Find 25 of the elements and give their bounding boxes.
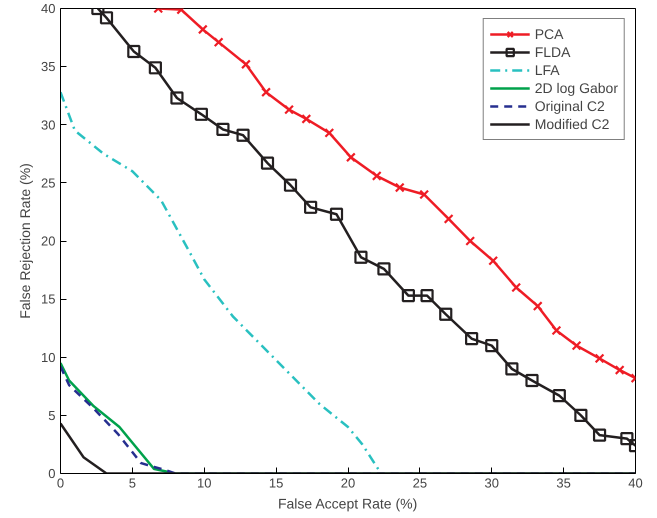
x-tick-label: 40 bbox=[628, 476, 643, 490]
legend-label: LFA bbox=[534, 61, 560, 79]
y-tick-label: 40 bbox=[41, 1, 56, 16]
x-tick-label: 20 bbox=[340, 476, 356, 490]
y-tick-label: 10 bbox=[41, 350, 56, 365]
x-tick-label: 5 bbox=[128, 476, 136, 490]
legend-label: Original C2 bbox=[534, 97, 605, 115]
y-tick-label: 20 bbox=[41, 234, 56, 248]
legend-label: PCA bbox=[534, 25, 564, 43]
legend-label: 2D log Gabor bbox=[534, 79, 618, 97]
x-tick-label: 25 bbox=[412, 476, 428, 490]
x-tick-label: 15 bbox=[268, 476, 284, 490]
y-tick-label: 0 bbox=[48, 466, 56, 481]
x-tick-label: 35 bbox=[556, 476, 571, 490]
y-tick-label: 15 bbox=[41, 292, 56, 307]
y-tick-label: 5 bbox=[48, 408, 56, 423]
y-tick-label: 35 bbox=[41, 59, 56, 74]
y-axis-title: False Rejection Rate (%) bbox=[17, 163, 34, 319]
legend-label: Modified C2 bbox=[534, 115, 610, 133]
legend-label: FLDA bbox=[534, 43, 571, 61]
x-tick-label: 30 bbox=[484, 476, 499, 490]
x-tick-label: 10 bbox=[197, 476, 212, 490]
y-tick-label: 30 bbox=[41, 117, 56, 132]
y-tick-label: 25 bbox=[41, 175, 56, 190]
x-axis-title: False Accept Rate (%) bbox=[278, 496, 418, 512]
